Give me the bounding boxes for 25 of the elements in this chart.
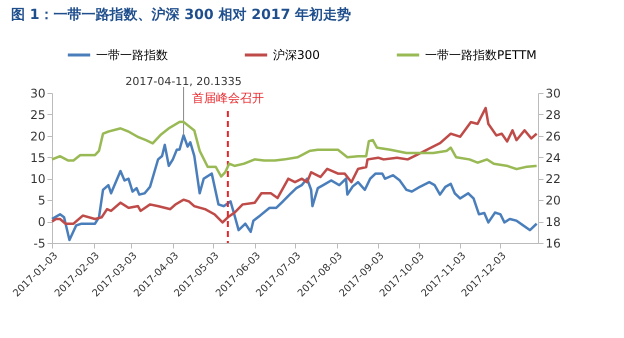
- y-tick-label: 0: [38, 215, 46, 230]
- y-tick-label: 10: [30, 172, 46, 186]
- legend-label: 一带一路指数PETTM: [425, 48, 537, 62]
- y2-tick-label: 26: [546, 129, 561, 144]
- annotation: 2017-04-11, 20.1335: [125, 75, 242, 88]
- y2-tick-label: 28: [546, 108, 561, 122]
- y-tick-label: 30: [30, 86, 46, 100]
- line-series: [50, 134, 538, 242]
- y2-tick-label: 24: [546, 150, 561, 165]
- ref-line-label: 首届峰会召开: [192, 91, 264, 105]
- y-tick-label: 5: [38, 194, 46, 208]
- y2-tick-label: 18: [546, 215, 561, 230]
- y2-tick-label: 30: [546, 86, 561, 100]
- y2-tick-label: 22: [546, 172, 561, 186]
- y-tick-label: 15: [30, 150, 46, 165]
- y-tick-label: 25: [30, 108, 46, 122]
- legend-label: 沪深300: [273, 48, 320, 62]
- y-tick-label: -5: [34, 236, 46, 250]
- line-series: [50, 120, 538, 178]
- chart-title: 图 1：一带一路指数、沪深 300 相对 2017 年初走势: [10, 6, 352, 23]
- y2-tick-label: 16: [546, 236, 561, 250]
- line-series: [50, 106, 538, 225]
- legend-label: 一带一路指数: [96, 48, 168, 62]
- y-tick-label: 20: [30, 129, 46, 144]
- y2-tick-label: 20: [546, 194, 561, 208]
